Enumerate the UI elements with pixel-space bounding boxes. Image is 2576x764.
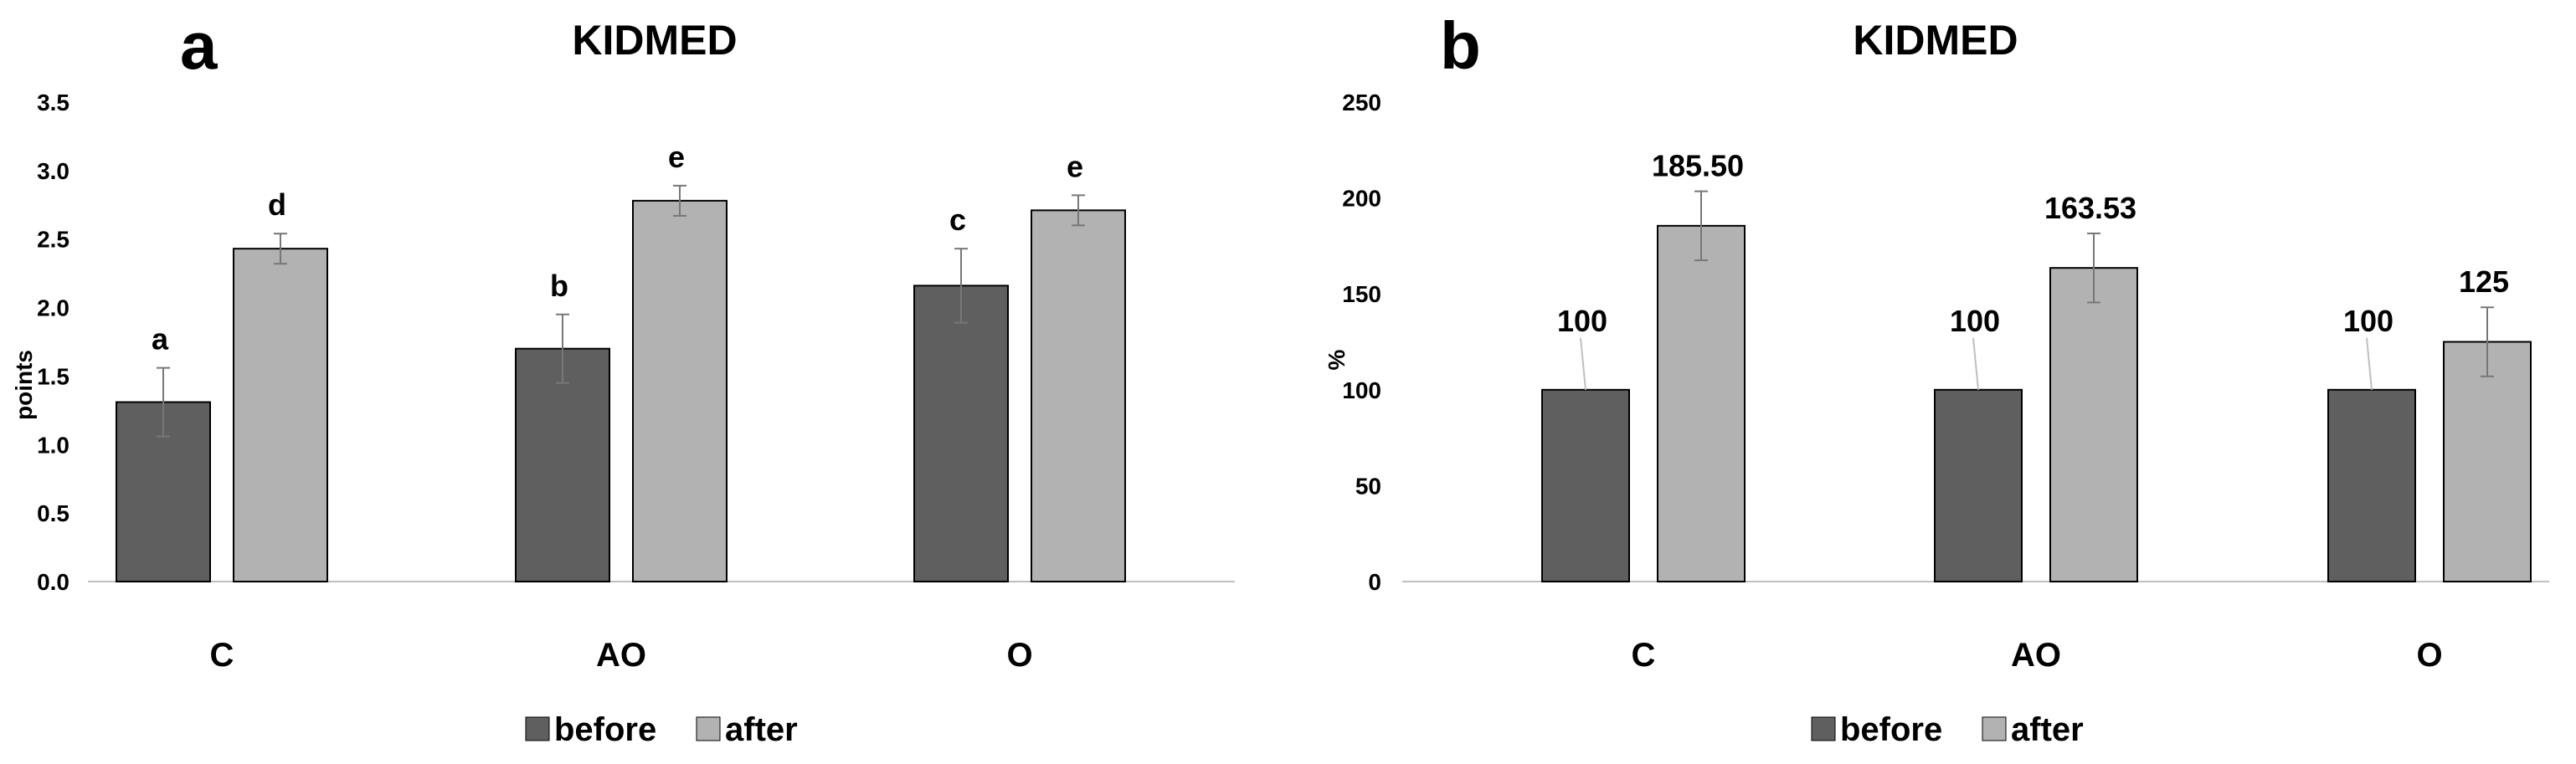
panel-a-category-label-ao: AO <box>596 637 646 674</box>
panel-a-y-tick-label: 1.0 <box>37 432 69 458</box>
panel-a-legend-before-label: before <box>554 711 656 748</box>
panel-a-data-label-after-ao: e <box>668 140 685 174</box>
panel-a-bar-after-c <box>233 248 328 582</box>
panel-b-legend-before-label: before <box>1840 711 1942 748</box>
panel-a-y-tick-label: 2.0 <box>37 295 69 321</box>
panel-b-legend: before after <box>1811 711 2084 748</box>
panel-a-title: KIDMED <box>572 17 737 64</box>
panel-a-legend-before-swatch <box>525 716 550 741</box>
panel-b-data-label-before-ao: 100 <box>1950 304 2000 338</box>
panel-a-data-label-after-o: e <box>1067 149 1083 183</box>
panel-b-bar-after-o <box>2443 341 2532 582</box>
panel-b-category-label-c: C <box>1632 637 1656 674</box>
panel-b-legend-before-swatch <box>1811 716 1836 741</box>
panel-a-y-tick-label: 0.0 <box>37 569 69 595</box>
panel-b-y-tick-label: 100 <box>1342 377 1381 403</box>
panel-b-marks: 0 50 100 150 200 250 100 185.50 C 100 163.53 AO 100 1… <box>1342 90 2549 674</box>
panel-a-y-tick-label: 3.0 <box>37 158 69 184</box>
panel-b-bar-before-ao <box>1934 388 2023 582</box>
panel-b-data-label-after-o: 125 <box>2459 264 2509 299</box>
panel-a-bar-before-o <box>913 285 1009 582</box>
panel-a-legend-after-label: after <box>725 711 798 748</box>
panel-a-marks: 0.0 0.5 1.0 1.5 2.0 2.5 3.0 3.5 a d Cb e AO c e O <box>37 90 1235 674</box>
panel-a-data-label-before-c: a <box>152 322 169 356</box>
panel-a-bar-after-ao <box>632 199 728 582</box>
panel-b-data-label-leader-before-ao <box>1972 337 1979 390</box>
panel-a-y-tick-label: 3.5 <box>37 90 69 115</box>
panel-b-y-tick-label: 50 <box>1355 473 1381 499</box>
panel-b-legend-after-swatch <box>1982 716 2007 741</box>
panel-b-y-axis-label: % <box>1324 349 1350 370</box>
panel-a-category-label-c: C <box>210 637 234 674</box>
panel-a-legend: before after <box>525 711 798 748</box>
panel-a-category-label-o: O <box>1006 637 1032 674</box>
panel-a-y-axis-label: points <box>11 350 37 420</box>
panel-b: b KIDMED % 0 50 100 150 200 250 100 185.50 C 100 1… <box>1324 8 2549 748</box>
panel-b-title: KIDMED <box>1853 17 2018 64</box>
panel-b-bar-before-c <box>1541 388 1630 582</box>
panel-b-data-label-before-o: 100 <box>2343 304 2393 338</box>
panel-b-bar-after-c <box>1657 224 1746 582</box>
panel-b-letter: b <box>1440 8 1481 83</box>
panel-b-category-label-ao: AO <box>2011 637 2061 674</box>
panel-a-data-label-before-o: c <box>949 203 966 237</box>
panel-b-data-label-before-c: 100 <box>1557 304 1607 338</box>
panel-a-legend-after-swatch <box>696 716 721 741</box>
panel-b-data-label-leader-before-o <box>2366 337 2373 390</box>
panel-b-legend-after-label: after <box>2011 711 2084 748</box>
panel-b-data-label-after-ao: 163.53 <box>2044 191 2136 225</box>
panel-b-data-label-after-c: 185.50 <box>1652 149 1744 183</box>
panel-a-data-label-before-ao: b <box>550 269 568 303</box>
panel-a: a KIDMED points 0.0 0.5 1.0 1.5 2.0 2.5 3.0 3.5… <box>11 8 1235 748</box>
panel-a-bar-after-o <box>1031 209 1126 582</box>
panel-a-y-tick-label: 2.5 <box>37 227 69 253</box>
panel-a-y-tick-label: 0.5 <box>37 500 69 526</box>
panel-b-y-tick-label: 250 <box>1342 90 1381 115</box>
panel-a-bar-before-ao <box>515 347 610 582</box>
panel-b-y-tick-label: 0 <box>1368 569 1381 595</box>
panel-b-category-label-o: O <box>2416 637 2442 674</box>
panel-b-data-label-leader-before-c <box>1580 337 1586 390</box>
panel-a-y-tick-label: 1.5 <box>37 363 69 389</box>
panel-b-bar-before-o <box>2327 388 2416 582</box>
panel-b-y-tick-label: 150 <box>1342 281 1381 307</box>
panel-b-bar-after-ao <box>2049 267 2138 582</box>
panel-a-data-label-after-c: d <box>268 187 286 222</box>
panel-a-letter: a <box>180 8 218 83</box>
panel-b-y-tick-label: 200 <box>1342 186 1381 212</box>
